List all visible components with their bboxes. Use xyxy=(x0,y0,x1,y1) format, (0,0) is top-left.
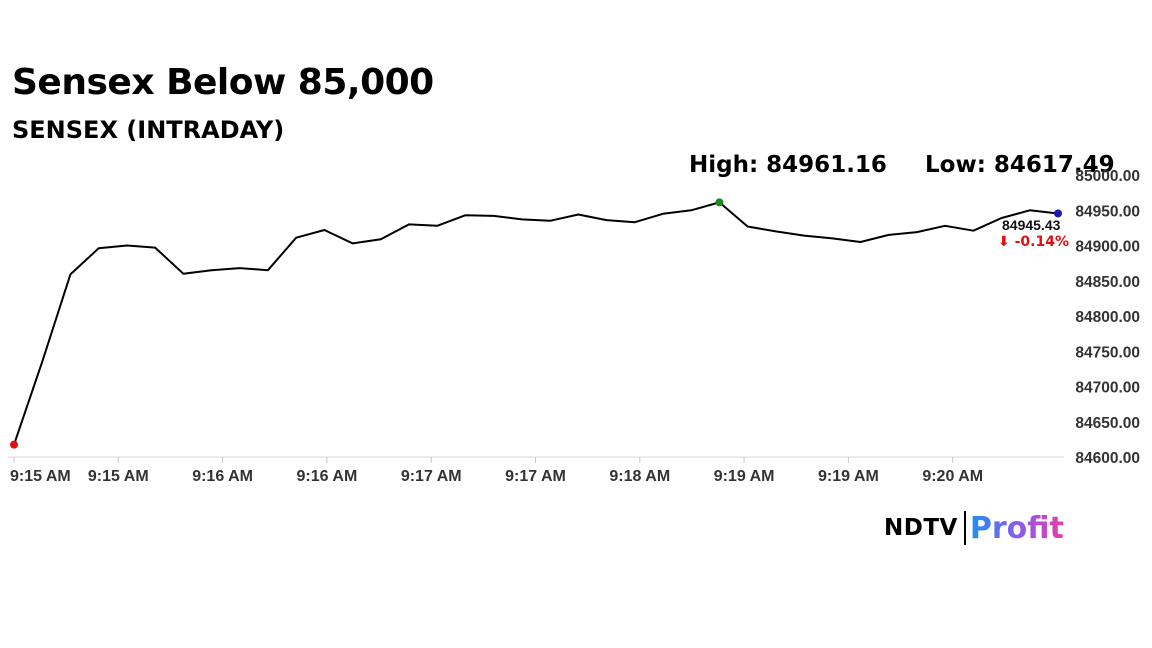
logo-divider xyxy=(963,511,966,545)
y-tick-label: 84650.00 xyxy=(1075,415,1140,432)
y-tick-label: 84750.00 xyxy=(1075,344,1140,361)
high-point-marker xyxy=(715,198,724,207)
x-tick-label: 9:20 AM xyxy=(922,468,983,485)
sensex-series-line xyxy=(13,201,1059,446)
x-tick-label: 9:17 AM xyxy=(505,468,566,485)
x-tick-label: 9:16 AM xyxy=(297,468,358,485)
x-tick-label: 9:19 AM xyxy=(714,468,775,485)
x-tick-label: 9:19 AM xyxy=(818,468,879,485)
change-percent-label: ⬇ -0.14% xyxy=(998,234,1069,250)
chart-subtitle: SENSEX (INTRADAY) xyxy=(12,116,285,144)
y-tick-label: 84800.00 xyxy=(1075,309,1140,326)
y-tick-label: 84900.00 xyxy=(1075,239,1140,256)
high-value-label: High: 84961.16 xyxy=(689,152,887,178)
last-point-marker xyxy=(1054,209,1062,218)
y-tick-label: 85000.00 xyxy=(1075,168,1140,185)
chart-title: Sensex Below 85,000 xyxy=(12,62,434,103)
y-tick-label: 84700.00 xyxy=(1075,380,1140,397)
x-tick-label: 9:17 AM xyxy=(401,468,462,485)
logo-ndtv: NDTV xyxy=(884,515,958,541)
low-value-label: Low: 84617.49 xyxy=(925,152,1115,178)
logo-profit: Profit xyxy=(969,510,1064,546)
y-tick-label: 84850.00 xyxy=(1075,274,1140,291)
x-tick-label: 9:15 AM xyxy=(10,468,71,485)
low-point-marker xyxy=(10,440,18,449)
y-tick-label: 84600.00 xyxy=(1075,450,1140,467)
ndtv-profit-logo: NDTV Profit xyxy=(884,508,1064,548)
x-tick-label: 9:15 AM xyxy=(88,468,149,485)
x-tick-label: 9:18 AM xyxy=(609,468,670,485)
x-tick-label: 9:16 AM xyxy=(192,468,253,485)
y-tick-label: 84950.00 xyxy=(1075,203,1140,220)
last-value-label: 84945.43 xyxy=(1002,217,1061,233)
